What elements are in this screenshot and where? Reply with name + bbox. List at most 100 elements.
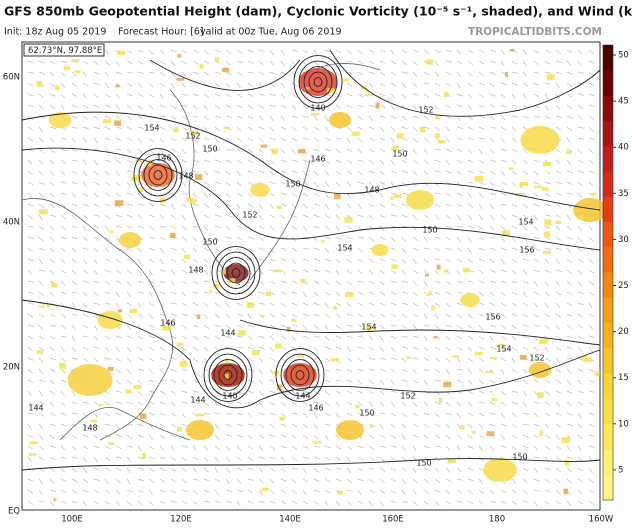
wind-barb [577, 236, 582, 242]
wind-barb [555, 467, 561, 473]
wind-barb [368, 170, 375, 173]
vorticity-speck [312, 441, 322, 444]
wind-barb [423, 181, 429, 187]
wind-barb [390, 467, 397, 472]
wind-barb [379, 302, 386, 307]
wind-barb [236, 324, 243, 329]
wind-barb [225, 467, 231, 473]
wind-barb [522, 368, 528, 374]
vorticity-speck [71, 59, 80, 62]
wind-barb [93, 434, 99, 440]
wind-barb [379, 313, 386, 318]
wind-barb [467, 346, 473, 352]
vorticity-shade [186, 420, 214, 440]
wind-barb [401, 203, 408, 207]
wind-barb [137, 214, 143, 220]
wind-barb [500, 137, 506, 143]
wind-barb [390, 423, 396, 429]
wind-barb [313, 291, 319, 297]
wind-barb [82, 247, 89, 251]
vorticity-speck [297, 354, 304, 358]
wind-barb [357, 60, 364, 64]
wind-barb [533, 379, 540, 383]
wind-barb [412, 401, 418, 407]
wind-barb [192, 60, 199, 65]
wind-barb [203, 71, 210, 76]
wind-barb [126, 269, 132, 275]
wind-barb [60, 192, 67, 196]
wind-barb [500, 335, 507, 340]
vorticity-speck [276, 205, 282, 210]
wind-barb [27, 137, 34, 142]
wind-barb [390, 181, 395, 188]
wind-barb [522, 115, 529, 119]
wind-barb [434, 60, 439, 67]
wind-barb [313, 192, 320, 197]
wind-barb [313, 236, 318, 243]
wind-barb [588, 269, 595, 274]
wind-barb [368, 49, 375, 53]
vorticity-speck [28, 453, 37, 456]
wind-barb [313, 500, 319, 506]
wind-barb [489, 203, 494, 210]
wind-barb [192, 368, 197, 374]
wind-barb [511, 357, 516, 364]
wind-barb [577, 192, 583, 198]
wind-barb [544, 291, 550, 297]
wind-barb [368, 60, 375, 65]
wind-barb [258, 379, 264, 385]
wind-barb [368, 478, 374, 483]
wind-barb [335, 401, 341, 407]
wind-barb [71, 104, 78, 108]
wind-barb [247, 423, 254, 426]
wind-barb [27, 401, 34, 406]
coastline [249, 159, 311, 281]
wind-barb [82, 115, 89, 120]
wind-barb [203, 401, 210, 406]
contour-label: 146 [310, 155, 325, 164]
wind-barb [280, 247, 287, 251]
vorticity-speck [137, 187, 144, 192]
wind-barb [566, 49, 573, 54]
wind-barb [247, 49, 254, 53]
wind-barb [82, 137, 88, 143]
wind-barb [434, 269, 439, 276]
wind-barb [115, 60, 120, 67]
wind-barb [214, 126, 220, 132]
wind-barb [357, 445, 364, 449]
colorbar-label: 35 [618, 189, 629, 199]
wind-barb [82, 225, 87, 232]
colorbar-swatch [603, 398, 613, 425]
wind-barb [368, 203, 375, 208]
wind-barb [269, 60, 275, 66]
wind-barb [302, 324, 307, 331]
wind-barb [500, 324, 506, 330]
wind-barb [379, 412, 386, 415]
wind-barb [49, 401, 55, 407]
wind-barb [324, 390, 330, 396]
wind-barb [346, 159, 353, 164]
wind-barb [93, 214, 100, 217]
wind-barb [104, 82, 109, 88]
wind-barb [478, 335, 484, 340]
wind-barb [511, 456, 518, 460]
wind-barb [401, 500, 408, 504]
wind-barb [456, 225, 463, 228]
vorticity-speck [463, 267, 470, 273]
wind-barb [566, 401, 572, 407]
wind-barb [302, 467, 307, 474]
wind-barb [500, 258, 505, 265]
wind-barb [49, 148, 55, 154]
wind-barb [181, 456, 187, 462]
wind-barb [522, 280, 529, 284]
wind-barb [137, 423, 144, 427]
wind-barb [478, 357, 484, 362]
wind-barb [247, 60, 254, 64]
wind-barb [38, 291, 45, 296]
wind-barb [434, 313, 439, 320]
wind-barb [126, 500, 132, 506]
wind-barb [126, 313, 133, 318]
wind-barb [280, 192, 287, 196]
wind-barb [170, 401, 176, 407]
wind-barb [49, 82, 56, 87]
